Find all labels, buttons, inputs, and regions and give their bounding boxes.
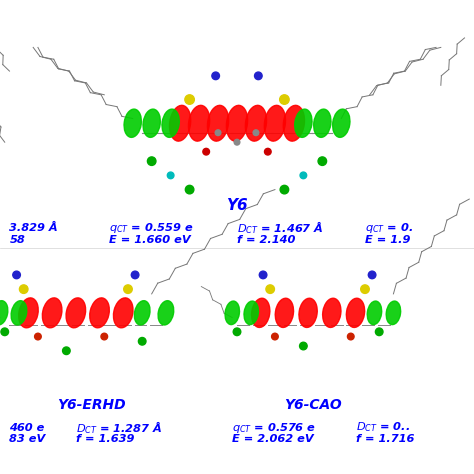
Ellipse shape [189, 105, 210, 141]
Ellipse shape [299, 298, 317, 328]
Text: f = 1.716: f = 1.716 [356, 434, 414, 445]
Text: 83 eV: 83 eV [9, 434, 46, 445]
Circle shape [318, 157, 327, 165]
Ellipse shape [252, 298, 270, 328]
Circle shape [264, 148, 271, 155]
Ellipse shape [18, 298, 38, 328]
Circle shape [234, 139, 240, 145]
Ellipse shape [42, 298, 62, 328]
Circle shape [35, 333, 41, 340]
Circle shape [63, 347, 70, 355]
Circle shape [185, 95, 194, 104]
Text: E = 1.660 eV: E = 1.660 eV [109, 235, 191, 245]
Circle shape [347, 333, 354, 340]
Ellipse shape [264, 105, 285, 141]
Text: Y6: Y6 [226, 198, 248, 213]
Ellipse shape [283, 105, 304, 141]
Ellipse shape [158, 301, 174, 325]
Ellipse shape [134, 301, 150, 325]
Ellipse shape [0, 301, 8, 325]
Circle shape [19, 285, 28, 293]
Text: 460 e: 460 e [9, 422, 45, 433]
Circle shape [167, 172, 174, 179]
Circle shape [300, 342, 307, 350]
Ellipse shape [386, 301, 401, 325]
Circle shape [13, 271, 20, 279]
Text: E = 2.062 eV: E = 2.062 eV [232, 434, 314, 445]
Circle shape [1, 328, 9, 336]
Circle shape [375, 328, 383, 336]
Text: 58: 58 [9, 235, 25, 245]
Circle shape [368, 271, 376, 279]
Ellipse shape [170, 105, 191, 141]
Text: Y6-CAO: Y6-CAO [284, 398, 342, 412]
Circle shape [215, 130, 221, 136]
Ellipse shape [367, 301, 382, 325]
Ellipse shape [227, 105, 247, 141]
Text: $q_{CT}$ = 0.: $q_{CT}$ = 0. [365, 221, 413, 235]
Ellipse shape [66, 298, 86, 328]
Text: f = 2.140: f = 2.140 [237, 235, 295, 245]
Ellipse shape [295, 109, 312, 137]
Ellipse shape [11, 301, 27, 325]
Circle shape [101, 333, 108, 340]
Text: $q_{CT}$ = 0.576 e: $q_{CT}$ = 0.576 e [232, 420, 316, 435]
Circle shape [255, 72, 262, 80]
Text: 3.829 Å: 3.829 Å [9, 223, 58, 233]
Circle shape [131, 271, 139, 279]
Circle shape [259, 271, 267, 279]
Circle shape [253, 130, 259, 136]
Circle shape [147, 157, 156, 165]
Circle shape [272, 333, 278, 340]
Ellipse shape [323, 298, 341, 328]
Ellipse shape [162, 109, 179, 137]
Text: $q_{CT}$ = 0.559 e: $q_{CT}$ = 0.559 e [109, 221, 194, 235]
Circle shape [300, 172, 307, 179]
Ellipse shape [113, 298, 133, 328]
Ellipse shape [244, 301, 258, 325]
Circle shape [266, 285, 274, 293]
Text: Y6-ERHD: Y6-ERHD [57, 398, 126, 412]
Ellipse shape [225, 301, 239, 325]
Circle shape [124, 285, 132, 293]
Ellipse shape [143, 109, 160, 137]
Text: $D_{CT}$ = 1.287 Å: $D_{CT}$ = 1.287 Å [76, 419, 162, 436]
Ellipse shape [124, 109, 141, 137]
Circle shape [138, 337, 146, 345]
Text: $D_{CT}$ = 0..: $D_{CT}$ = 0.. [356, 420, 410, 435]
Circle shape [233, 328, 241, 336]
Circle shape [280, 95, 289, 104]
Ellipse shape [90, 298, 109, 328]
Text: f = 1.639: f = 1.639 [76, 434, 134, 445]
Ellipse shape [246, 105, 266, 141]
Circle shape [212, 72, 219, 80]
Circle shape [203, 148, 210, 155]
Ellipse shape [275, 298, 293, 328]
Ellipse shape [346, 298, 365, 328]
Circle shape [361, 285, 369, 293]
Text: $D_{CT}$ = 1.467 Å: $D_{CT}$ = 1.467 Å [237, 219, 324, 237]
Ellipse shape [333, 109, 350, 137]
Ellipse shape [208, 105, 228, 141]
Text: E = 1.9: E = 1.9 [365, 235, 410, 245]
Ellipse shape [314, 109, 331, 137]
Circle shape [185, 185, 194, 194]
Circle shape [280, 185, 289, 194]
